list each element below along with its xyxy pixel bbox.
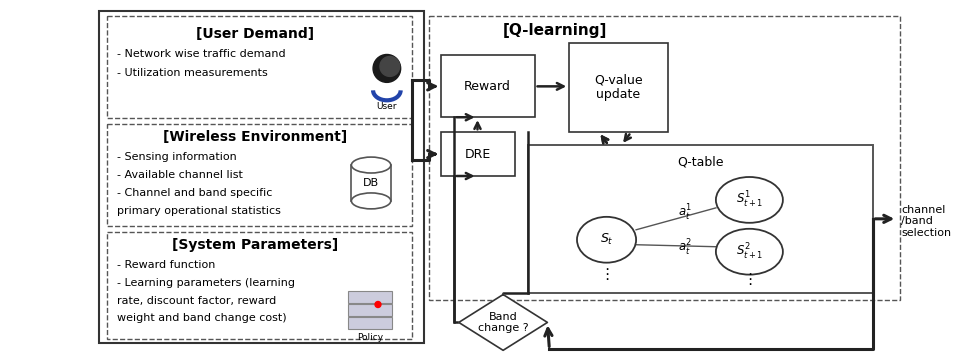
Text: DB: DB xyxy=(362,178,379,188)
Bar xyxy=(528,145,872,292)
Text: [Q-learning]: [Q-learning] xyxy=(503,23,606,38)
Bar xyxy=(569,42,667,132)
Circle shape xyxy=(380,57,399,76)
FancyBboxPatch shape xyxy=(348,304,392,316)
Text: [Wireless Environment]: [Wireless Environment] xyxy=(162,130,347,144)
Bar xyxy=(440,132,514,176)
Text: User: User xyxy=(376,102,397,111)
Text: $S_t$: $S_t$ xyxy=(599,232,613,247)
Polygon shape xyxy=(458,295,547,350)
Bar xyxy=(351,165,390,201)
Text: - Sensing information: - Sensing information xyxy=(117,152,236,162)
Ellipse shape xyxy=(351,193,390,209)
Text: Policy: Policy xyxy=(357,333,382,342)
Text: $S_{t+1}^{1}$: $S_{t+1}^{1}$ xyxy=(735,190,762,210)
Text: Reward: Reward xyxy=(463,80,510,93)
FancyBboxPatch shape xyxy=(348,291,392,303)
Text: $a_t^1$: $a_t^1$ xyxy=(678,203,692,223)
Ellipse shape xyxy=(715,229,782,275)
Text: $a_t^2$: $a_t^2$ xyxy=(678,238,692,258)
Text: rate, discount factor, reward: rate, discount factor, reward xyxy=(117,296,276,306)
Text: - Learning parameters (learning: - Learning parameters (learning xyxy=(117,278,295,287)
Bar xyxy=(440,56,534,117)
Bar xyxy=(107,16,412,118)
Bar xyxy=(107,124,412,226)
Text: ⋮: ⋮ xyxy=(599,267,613,282)
Text: - Reward function: - Reward function xyxy=(117,260,215,270)
Text: - Channel and band specific: - Channel and band specific xyxy=(117,188,272,198)
Text: DRE: DRE xyxy=(464,148,490,161)
Ellipse shape xyxy=(577,217,635,263)
Bar xyxy=(429,16,899,299)
Text: - Utilization measurements: - Utilization measurements xyxy=(117,68,267,79)
Text: - Available channel list: - Available channel list xyxy=(117,170,242,180)
Text: Q-table: Q-table xyxy=(677,155,723,168)
Circle shape xyxy=(375,302,381,308)
Text: [System Parameters]: [System Parameters] xyxy=(172,238,337,252)
Text: Q-value
update: Q-value update xyxy=(594,73,642,101)
Ellipse shape xyxy=(715,177,782,223)
Text: [User Demand]: [User Demand] xyxy=(196,27,313,41)
Ellipse shape xyxy=(351,157,390,173)
Text: weight and band change cost): weight and band change cost) xyxy=(117,313,286,324)
Text: $S_{t+1}^{2}$: $S_{t+1}^{2}$ xyxy=(735,242,762,262)
Text: channel
/band
selection: channel /band selection xyxy=(900,205,950,238)
Text: - Network wise traffic demand: - Network wise traffic demand xyxy=(117,48,285,58)
Bar xyxy=(99,11,424,343)
Circle shape xyxy=(373,55,400,82)
Text: ⋮: ⋮ xyxy=(741,272,756,287)
Text: Band
change ?: Band change ? xyxy=(478,312,528,333)
Bar xyxy=(107,232,412,339)
Text: primary operational statistics: primary operational statistics xyxy=(117,206,281,216)
FancyBboxPatch shape xyxy=(348,317,392,329)
